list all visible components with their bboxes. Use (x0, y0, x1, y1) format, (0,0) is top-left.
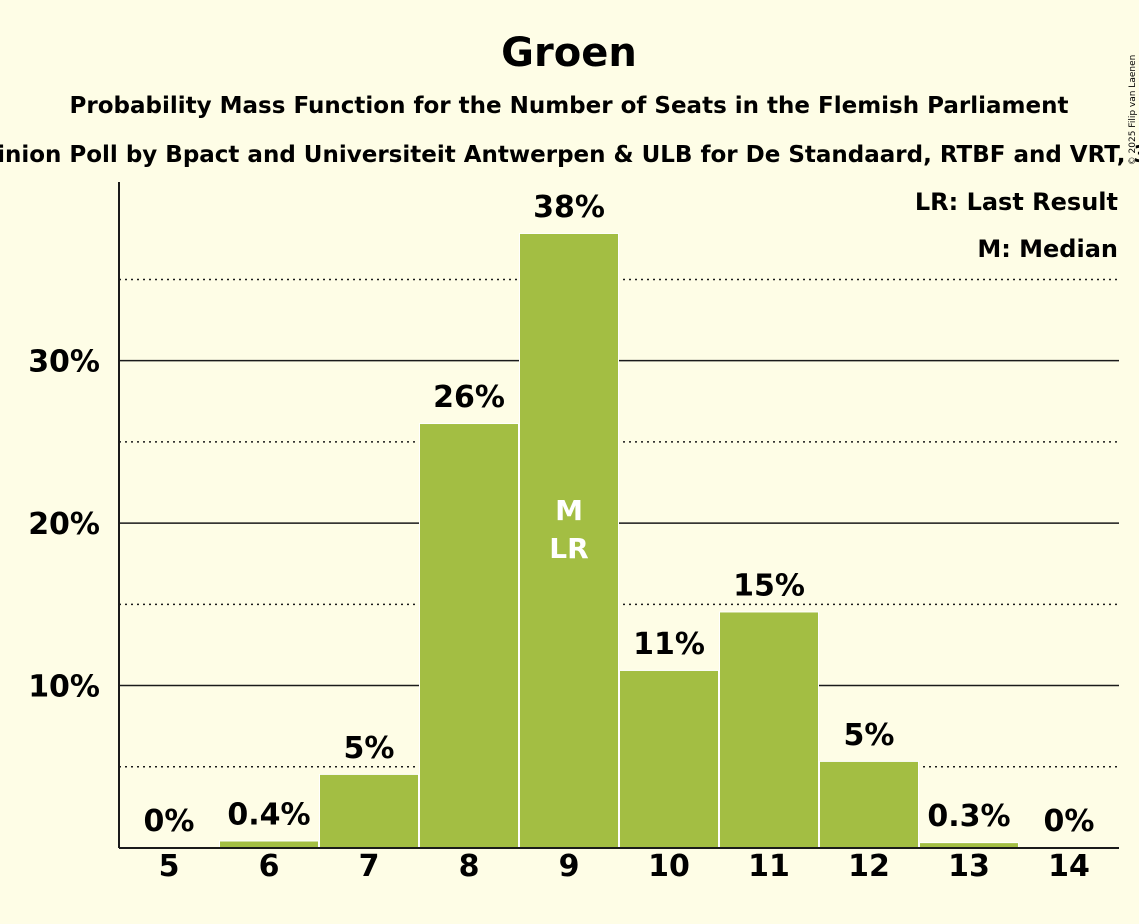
legend-last-result: LR: Last Result (915, 188, 1118, 216)
legend-median: M: Median (977, 235, 1118, 263)
bar-7 (320, 774, 418, 848)
chart-subtitle: Probability Mass Function for the Number… (70, 93, 1069, 119)
chart-title: Groen (501, 30, 637, 76)
x-tick-label: 10 (648, 849, 690, 884)
x-tick-label: 6 (259, 849, 280, 884)
x-tick-label: 11 (748, 849, 790, 884)
bar-6 (220, 841, 318, 848)
y-tick-label: 10% (28, 670, 100, 705)
x-tick-label: 14 (1048, 849, 1090, 884)
data-label: 11% (633, 627, 705, 662)
copyright-notice: © 2025 Filip van Laenen (1128, 55, 1138, 166)
poll-description: Opinion Poll by Bpact and Universiteit A… (0, 142, 1139, 168)
last-result-marker: LR (549, 532, 588, 565)
bar-13 (920, 843, 1018, 848)
axes (118, 182, 1119, 849)
x-tick-label: 5 (159, 849, 180, 884)
x-tick-label: 8 (459, 849, 480, 884)
x-tick-label: 9 (559, 849, 580, 884)
data-label: 15% (733, 568, 805, 603)
x-tick-label: 13 (948, 849, 990, 884)
bar-8 (420, 424, 518, 848)
data-label: 26% (433, 380, 505, 415)
data-label: 0% (144, 804, 195, 839)
bar-9 (520, 233, 618, 849)
data-label: 38% (533, 190, 605, 225)
data-labels: 0% 5 0.4% 6 5% 7 26% 8 38% 9 M LR 11% 10 15% 11 5% 12 0.3%… (144, 190, 1095, 884)
data-label: 0.4% (227, 798, 310, 833)
y-tick-label: 20% (28, 507, 100, 542)
bar-12 (820, 761, 918, 848)
bar-10 (620, 670, 718, 848)
data-label: 5% (344, 731, 395, 766)
y-tick-label: 30% (28, 345, 100, 380)
x-tick-label: 12 (848, 849, 890, 884)
data-label: 5% (844, 718, 895, 753)
bars (219, 232, 1019, 849)
x-tick-label: 7 (359, 849, 380, 884)
data-label: 0.3% (927, 799, 1010, 834)
median-marker: M (555, 494, 583, 527)
bar-11 (720, 612, 818, 848)
data-label: 0% (1044, 804, 1095, 839)
